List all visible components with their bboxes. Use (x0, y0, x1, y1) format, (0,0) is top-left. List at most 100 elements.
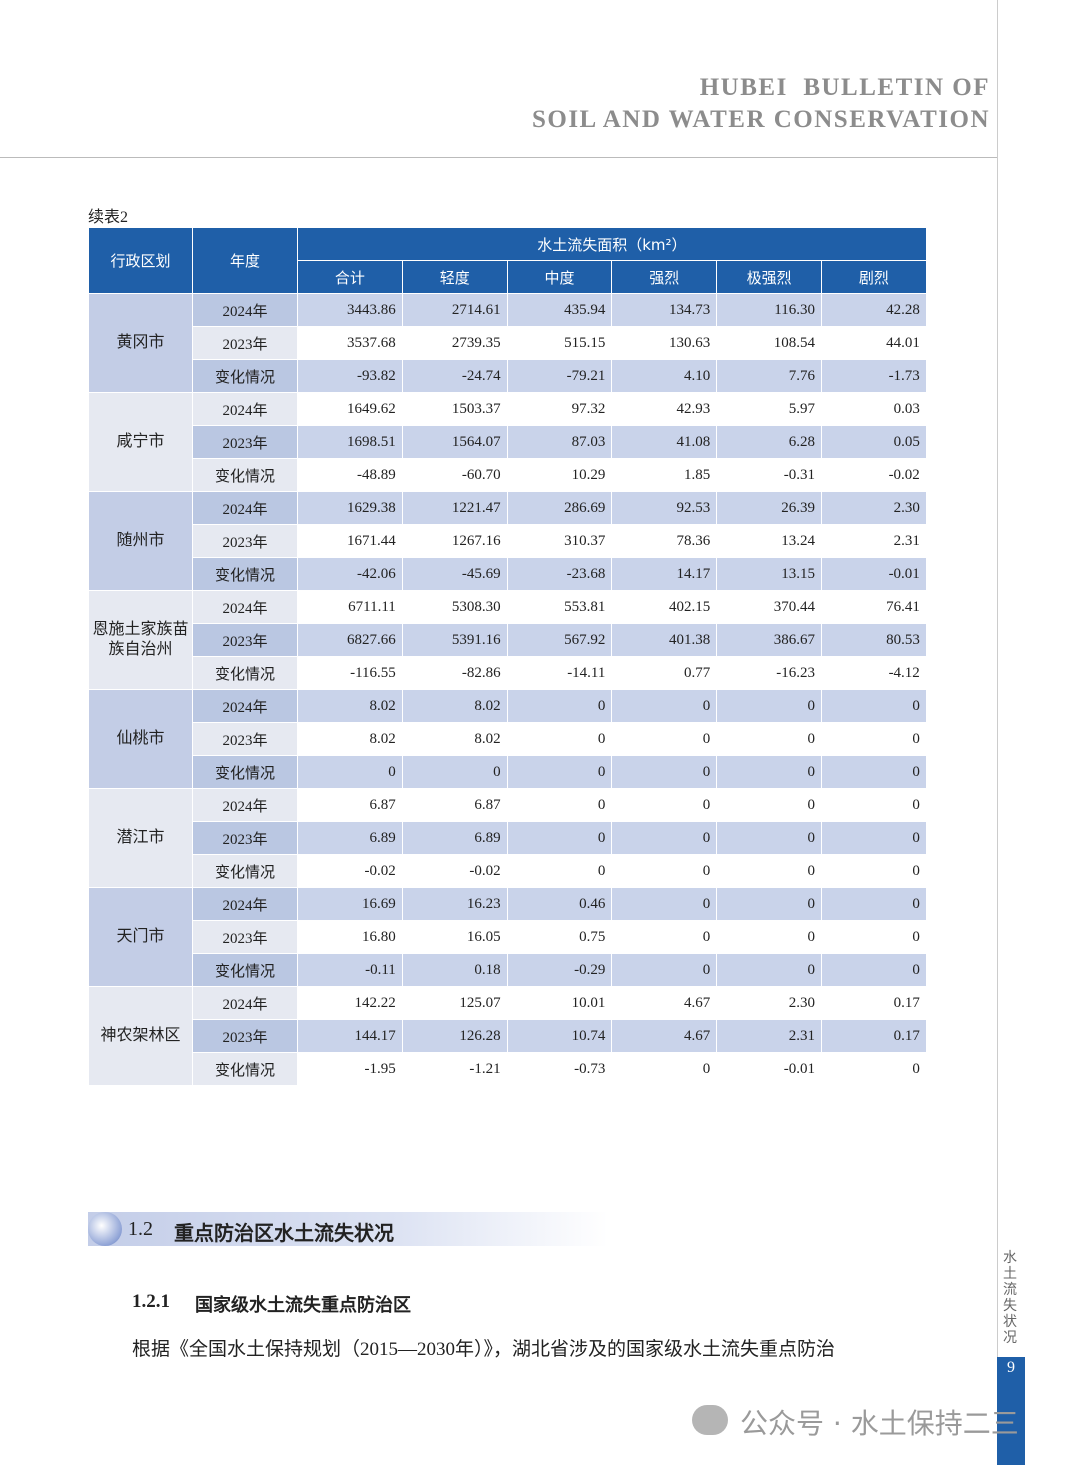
value-cell: -0.29 (506, 953, 613, 987)
value-cell: 0 (611, 887, 718, 921)
value-cell: -14.11 (506, 656, 613, 690)
year-cell: 2024年 (192, 887, 298, 921)
header-cell: 剧烈 (820, 260, 927, 294)
value-cell: 1.85 (611, 458, 718, 492)
year-cell: 2024年 (192, 590, 298, 624)
value-cell: 0 (716, 722, 822, 756)
value-cell: -4.12 (820, 656, 927, 690)
side-label: 水土流失状况 (1003, 1250, 1017, 1346)
table-row: 变化情况 -42.06 -45.69 -23.68 14.17 13.15 -0.01 (89, 557, 927, 591)
region-cell: 神农架林区 (88, 986, 193, 1086)
value-cell: -48.89 (297, 458, 403, 492)
year-cell: 变化情况 (192, 656, 298, 690)
value-cell: 6.87 (297, 788, 403, 822)
header-cell: 中度 (506, 260, 613, 294)
value-cell: 42.93 (611, 392, 718, 426)
table-row: 变化情况 -1.95 -1.21 -0.73 0 -0.01 0 (89, 1052, 927, 1086)
value-cell: -82.86 (401, 656, 508, 690)
data-table: 行政区划 年度 水土流失面积（km²） 合计 轻度 中度 强烈 极强烈 剧烈 黄冈市 202… (88, 227, 927, 1086)
year-cell: 2024年 (192, 788, 298, 822)
year-cell: 2023年 (192, 821, 298, 855)
header-rule (0, 157, 997, 158)
value-cell: 1503.37 (401, 392, 508, 426)
value-cell: 435.94 (506, 293, 613, 327)
year-cell: 2024年 (192, 491, 298, 525)
year-cell: 变化情况 (192, 458, 298, 492)
region-cell: 咸宁市 (88, 392, 193, 492)
value-cell: -1.95 (297, 1052, 403, 1086)
table-row: 2023年 6827.66 5391.16 567.92 401.38 386.67 80.… (89, 623, 927, 657)
section-banner: 1.2 重点防治区水土流失状况 (88, 1212, 608, 1246)
value-cell: 0 (716, 689, 822, 723)
value-cell: 6.89 (297, 821, 403, 855)
section-title: 重点防治区水土流失状况 (174, 1221, 394, 1245)
value-cell: 6.87 (401, 788, 508, 822)
year-cell: 2023年 (192, 722, 298, 756)
header-cell: 强烈 (611, 260, 718, 294)
year-cell: 2023年 (192, 920, 298, 954)
value-cell: 0 (820, 788, 927, 822)
value-cell: 2714.61 (401, 293, 508, 327)
value-cell: 0 (820, 821, 927, 855)
watermark: 公众号 · 水土保持二三 (740, 1407, 1019, 1440)
year-cell: 2023年 (192, 524, 298, 558)
year-cell: 2024年 (192, 986, 298, 1020)
value-cell: -1.73 (820, 359, 927, 393)
value-cell: -0.01 (820, 557, 927, 591)
value-cell: -42.06 (297, 557, 403, 591)
table-row: 仙桃市 2024年 8.02 8.02 0 0 0 0 (88, 689, 927, 789)
value-cell: 6.89 (401, 821, 508, 855)
value-cell: 0 (506, 854, 613, 888)
year-cell: 2023年 (192, 1019, 298, 1053)
table-row: 天门市 2024年 16.69 16.23 0.46 0 0 0 (88, 887, 927, 987)
year-cell: 变化情况 (192, 854, 298, 888)
value-cell: 10.01 (506, 986, 613, 1020)
value-cell: 0 (611, 689, 718, 723)
header-cell: 年度 (192, 227, 298, 294)
value-cell: 13.15 (716, 557, 822, 591)
value-cell: 2739.35 (401, 326, 508, 360)
value-cell: 108.54 (716, 326, 822, 360)
value-cell: 134.73 (611, 293, 718, 327)
value-cell: 0 (611, 953, 718, 987)
value-cell: 0.17 (820, 1019, 927, 1053)
value-cell: 401.38 (611, 623, 718, 657)
value-cell: 26.39 (716, 491, 822, 525)
value-cell: 4.10 (611, 359, 718, 393)
value-cell: 130.63 (611, 326, 718, 360)
value-cell: 402.15 (611, 590, 718, 624)
table-row: 变化情况 0 0 0 0 0 0 (89, 755, 927, 789)
value-cell: 1698.51 (297, 425, 403, 459)
table-row: 2023年 1698.51 1564.07 87.03 41.08 6.28 0.05 (89, 425, 927, 459)
year-cell: 2024年 (192, 392, 298, 426)
value-cell: 0 (611, 920, 718, 954)
value-cell: 10.29 (506, 458, 613, 492)
value-cell: 1629.38 (297, 491, 403, 525)
table-row: 2023年 144.17 126.28 10.74 4.67 2.31 0.17 (89, 1019, 927, 1053)
value-cell: 16.23 (401, 887, 508, 921)
value-cell: 2.30 (716, 986, 822, 1020)
value-cell: 0.75 (506, 920, 613, 954)
value-cell: 0 (716, 953, 822, 987)
value-cell: 116.30 (716, 293, 822, 327)
value-cell: -45.69 (401, 557, 508, 591)
value-cell: 0 (820, 887, 927, 921)
value-cell: 0 (611, 854, 718, 888)
value-cell: 87.03 (506, 425, 613, 459)
table-row: 变化情况 -93.82 -24.74 -79.21 4.10 7.76 -1.73 (89, 359, 927, 393)
value-cell: 5391.16 (401, 623, 508, 657)
table-row: 黄冈市 2024年 3443.86 2714.61 435.94 134.73 116.30… (88, 293, 927, 393)
value-cell: 0 (716, 788, 822, 822)
value-cell: 126.28 (401, 1019, 508, 1053)
table-row: 咸宁市 2024年 1649.62 1503.37 97.32 42.93 5.97 0.03 (88, 392, 927, 492)
value-cell: -16.23 (716, 656, 822, 690)
value-cell: 0.46 (506, 887, 613, 921)
value-cell: 0 (820, 722, 927, 756)
value-cell: 1267.16 (401, 524, 508, 558)
margin-rule (997, 0, 998, 1465)
value-cell: 7.76 (716, 359, 822, 393)
value-cell: 0.05 (820, 425, 927, 459)
value-cell: 142.22 (297, 986, 403, 1020)
header-cell: 行政区划 (88, 227, 193, 294)
